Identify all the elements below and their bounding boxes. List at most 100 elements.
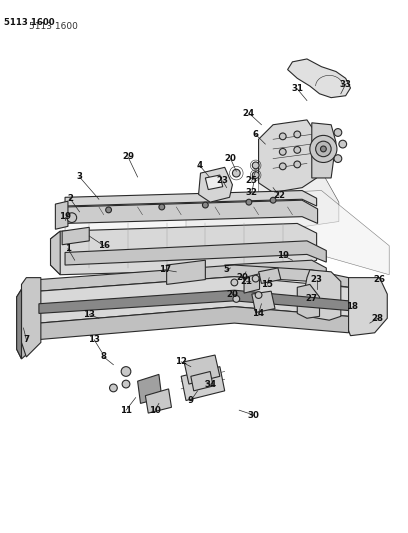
- Polygon shape: [22, 278, 41, 357]
- Circle shape: [106, 207, 111, 213]
- Text: 5: 5: [224, 265, 230, 274]
- Text: 23: 23: [310, 275, 323, 284]
- Circle shape: [110, 384, 117, 392]
- Text: 21: 21: [240, 277, 252, 286]
- Text: 23: 23: [217, 176, 229, 185]
- Polygon shape: [186, 171, 339, 241]
- Polygon shape: [137, 374, 162, 403]
- Polygon shape: [312, 123, 336, 178]
- Text: 2: 2: [67, 194, 73, 203]
- Circle shape: [231, 279, 238, 286]
- Polygon shape: [39, 277, 348, 323]
- Polygon shape: [184, 355, 220, 384]
- Polygon shape: [302, 270, 341, 320]
- Text: 5113 1600: 5113 1600: [29, 22, 78, 31]
- Text: 25: 25: [246, 176, 258, 185]
- Text: 31: 31: [291, 84, 303, 93]
- Circle shape: [233, 169, 240, 177]
- Circle shape: [321, 146, 326, 152]
- Text: 26: 26: [373, 275, 386, 284]
- Text: 3: 3: [77, 173, 82, 182]
- Circle shape: [246, 199, 252, 205]
- Text: 20: 20: [224, 154, 237, 163]
- Text: 7: 7: [23, 335, 29, 344]
- Circle shape: [255, 292, 262, 298]
- Circle shape: [121, 367, 131, 376]
- Polygon shape: [17, 289, 22, 359]
- Circle shape: [334, 155, 342, 163]
- Text: 33: 33: [339, 79, 352, 88]
- Polygon shape: [39, 265, 348, 291]
- Text: 15: 15: [262, 280, 273, 289]
- Text: 9: 9: [188, 396, 194, 405]
- Circle shape: [339, 140, 347, 148]
- Polygon shape: [39, 290, 348, 313]
- Text: 13: 13: [83, 310, 95, 319]
- Circle shape: [279, 133, 286, 140]
- Text: 17: 17: [159, 265, 171, 274]
- Text: 20: 20: [236, 273, 248, 282]
- Text: 1: 1: [65, 244, 71, 253]
- Text: 19: 19: [59, 212, 71, 221]
- Text: 5113 1600: 5113 1600: [4, 18, 55, 27]
- Polygon shape: [297, 285, 319, 318]
- Polygon shape: [288, 59, 350, 98]
- Circle shape: [252, 172, 259, 179]
- Polygon shape: [166, 260, 205, 285]
- Circle shape: [310, 135, 337, 163]
- Text: 14: 14: [253, 309, 265, 318]
- Polygon shape: [346, 278, 387, 336]
- Polygon shape: [181, 367, 225, 400]
- Polygon shape: [259, 268, 281, 284]
- Polygon shape: [252, 291, 275, 312]
- Polygon shape: [145, 389, 171, 413]
- Polygon shape: [191, 372, 213, 391]
- Polygon shape: [225, 260, 326, 276]
- Circle shape: [334, 128, 342, 136]
- Circle shape: [294, 161, 301, 168]
- Circle shape: [279, 149, 286, 155]
- Circle shape: [122, 380, 130, 388]
- Circle shape: [316, 141, 331, 157]
- Circle shape: [279, 163, 286, 169]
- Circle shape: [252, 162, 259, 169]
- Circle shape: [294, 147, 301, 154]
- Text: 13: 13: [88, 335, 100, 344]
- Circle shape: [294, 131, 301, 138]
- Text: 28: 28: [372, 314, 384, 323]
- Text: 19: 19: [277, 251, 289, 260]
- Text: 16: 16: [98, 241, 110, 250]
- Text: 27: 27: [306, 294, 318, 303]
- Circle shape: [233, 295, 239, 302]
- Text: 11: 11: [120, 406, 132, 415]
- Text: 10: 10: [149, 406, 161, 415]
- Polygon shape: [65, 241, 326, 265]
- Text: 12: 12: [175, 357, 187, 366]
- Circle shape: [252, 275, 259, 282]
- Text: 30: 30: [248, 410, 259, 419]
- Circle shape: [159, 204, 165, 210]
- Polygon shape: [205, 175, 223, 190]
- Polygon shape: [51, 223, 317, 274]
- Circle shape: [67, 213, 77, 222]
- Polygon shape: [65, 190, 389, 274]
- Polygon shape: [51, 231, 60, 274]
- Polygon shape: [65, 190, 317, 206]
- Polygon shape: [199, 167, 233, 202]
- Text: 20: 20: [226, 289, 238, 298]
- Text: 8: 8: [101, 352, 107, 361]
- Circle shape: [270, 197, 276, 203]
- Text: 29: 29: [122, 152, 134, 161]
- Text: 18: 18: [346, 302, 358, 311]
- Polygon shape: [244, 274, 259, 293]
- Circle shape: [202, 202, 208, 208]
- Polygon shape: [62, 227, 89, 245]
- Text: 34: 34: [204, 379, 216, 389]
- Polygon shape: [55, 201, 68, 229]
- Text: 32: 32: [246, 188, 258, 197]
- Text: 24: 24: [243, 109, 255, 118]
- Polygon shape: [39, 306, 348, 340]
- Text: 6: 6: [253, 130, 259, 139]
- Polygon shape: [65, 200, 317, 223]
- Text: 22: 22: [273, 191, 285, 200]
